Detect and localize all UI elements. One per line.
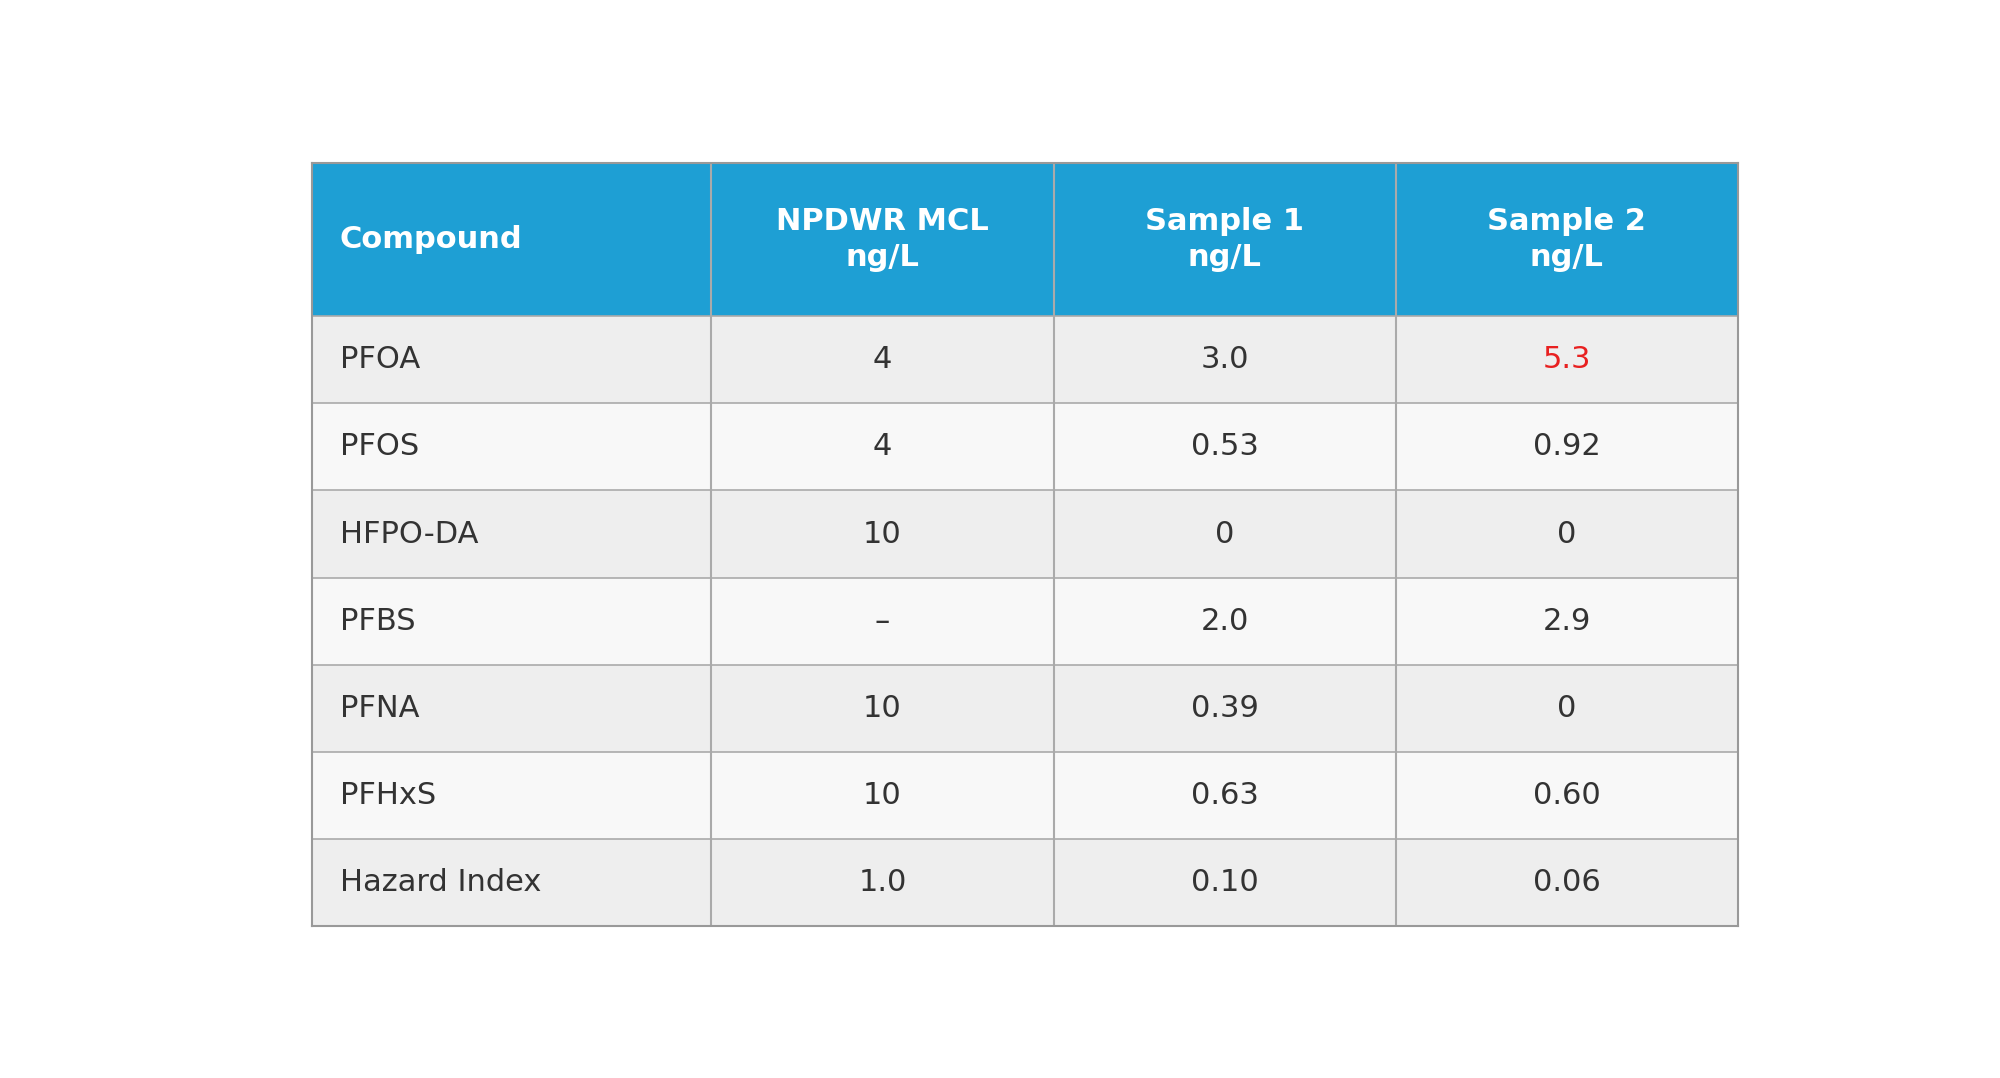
Text: 1.0: 1.0 xyxy=(858,868,906,897)
Bar xyxy=(1054,752,1396,839)
Text: 10: 10 xyxy=(864,694,902,723)
Bar xyxy=(312,752,712,839)
Bar xyxy=(312,578,712,665)
Bar xyxy=(1396,403,1738,490)
Bar xyxy=(712,490,1054,578)
Text: 0: 0 xyxy=(1214,520,1234,549)
Text: PFBS: PFBS xyxy=(340,607,416,636)
Text: 0.39: 0.39 xyxy=(1190,694,1258,723)
Text: 0.60: 0.60 xyxy=(1534,780,1600,810)
Text: 0.53: 0.53 xyxy=(1190,432,1258,461)
Bar xyxy=(1054,163,1396,316)
Text: 0.63: 0.63 xyxy=(1190,780,1258,810)
Bar xyxy=(712,578,1054,665)
Bar xyxy=(1054,490,1396,578)
Bar xyxy=(1396,578,1738,665)
Bar xyxy=(1396,316,1738,403)
Bar xyxy=(312,316,712,403)
Text: Compound: Compound xyxy=(340,225,522,253)
Bar xyxy=(1396,752,1738,839)
Text: PFOS: PFOS xyxy=(340,432,420,461)
Text: 0.06: 0.06 xyxy=(1534,868,1600,897)
Bar xyxy=(712,316,1054,403)
Text: 0: 0 xyxy=(1558,694,1576,723)
Text: PFNA: PFNA xyxy=(340,694,420,723)
Text: 2.9: 2.9 xyxy=(1542,607,1592,636)
Bar xyxy=(312,163,712,316)
Text: 10: 10 xyxy=(864,520,902,549)
Bar xyxy=(312,403,712,490)
Bar xyxy=(712,163,1054,316)
Text: 0.92: 0.92 xyxy=(1534,432,1600,461)
Text: 3.0: 3.0 xyxy=(1200,345,1248,374)
Bar xyxy=(712,403,1054,490)
Bar xyxy=(312,839,712,926)
Text: 4: 4 xyxy=(872,345,892,374)
Bar xyxy=(1054,665,1396,752)
Bar xyxy=(712,752,1054,839)
Bar xyxy=(1054,403,1396,490)
Text: NPDWR MCL
ng/L: NPDWR MCL ng/L xyxy=(776,207,988,272)
Text: PFOA: PFOA xyxy=(340,345,420,374)
Text: 0.10: 0.10 xyxy=(1190,868,1258,897)
Text: HFPO-DA: HFPO-DA xyxy=(340,520,478,549)
Bar xyxy=(1396,490,1738,578)
Bar xyxy=(312,490,712,578)
Bar xyxy=(1396,665,1738,752)
Bar xyxy=(712,665,1054,752)
Text: Sample 1
ng/L: Sample 1 ng/L xyxy=(1146,207,1304,272)
Bar xyxy=(1396,163,1738,316)
Text: PFHxS: PFHxS xyxy=(340,780,436,810)
Bar xyxy=(312,665,712,752)
Text: Hazard Index: Hazard Index xyxy=(340,868,542,897)
Text: 4: 4 xyxy=(872,432,892,461)
Bar xyxy=(1054,839,1396,926)
Bar xyxy=(1054,578,1396,665)
Text: 0: 0 xyxy=(1558,520,1576,549)
Text: Sample 2
ng/L: Sample 2 ng/L xyxy=(1488,207,1646,272)
Bar xyxy=(1396,839,1738,926)
Text: 5.3: 5.3 xyxy=(1542,345,1592,374)
Bar xyxy=(712,839,1054,926)
Bar xyxy=(1054,316,1396,403)
Text: 10: 10 xyxy=(864,780,902,810)
Text: 2.0: 2.0 xyxy=(1200,607,1248,636)
Text: –: – xyxy=(874,607,890,636)
